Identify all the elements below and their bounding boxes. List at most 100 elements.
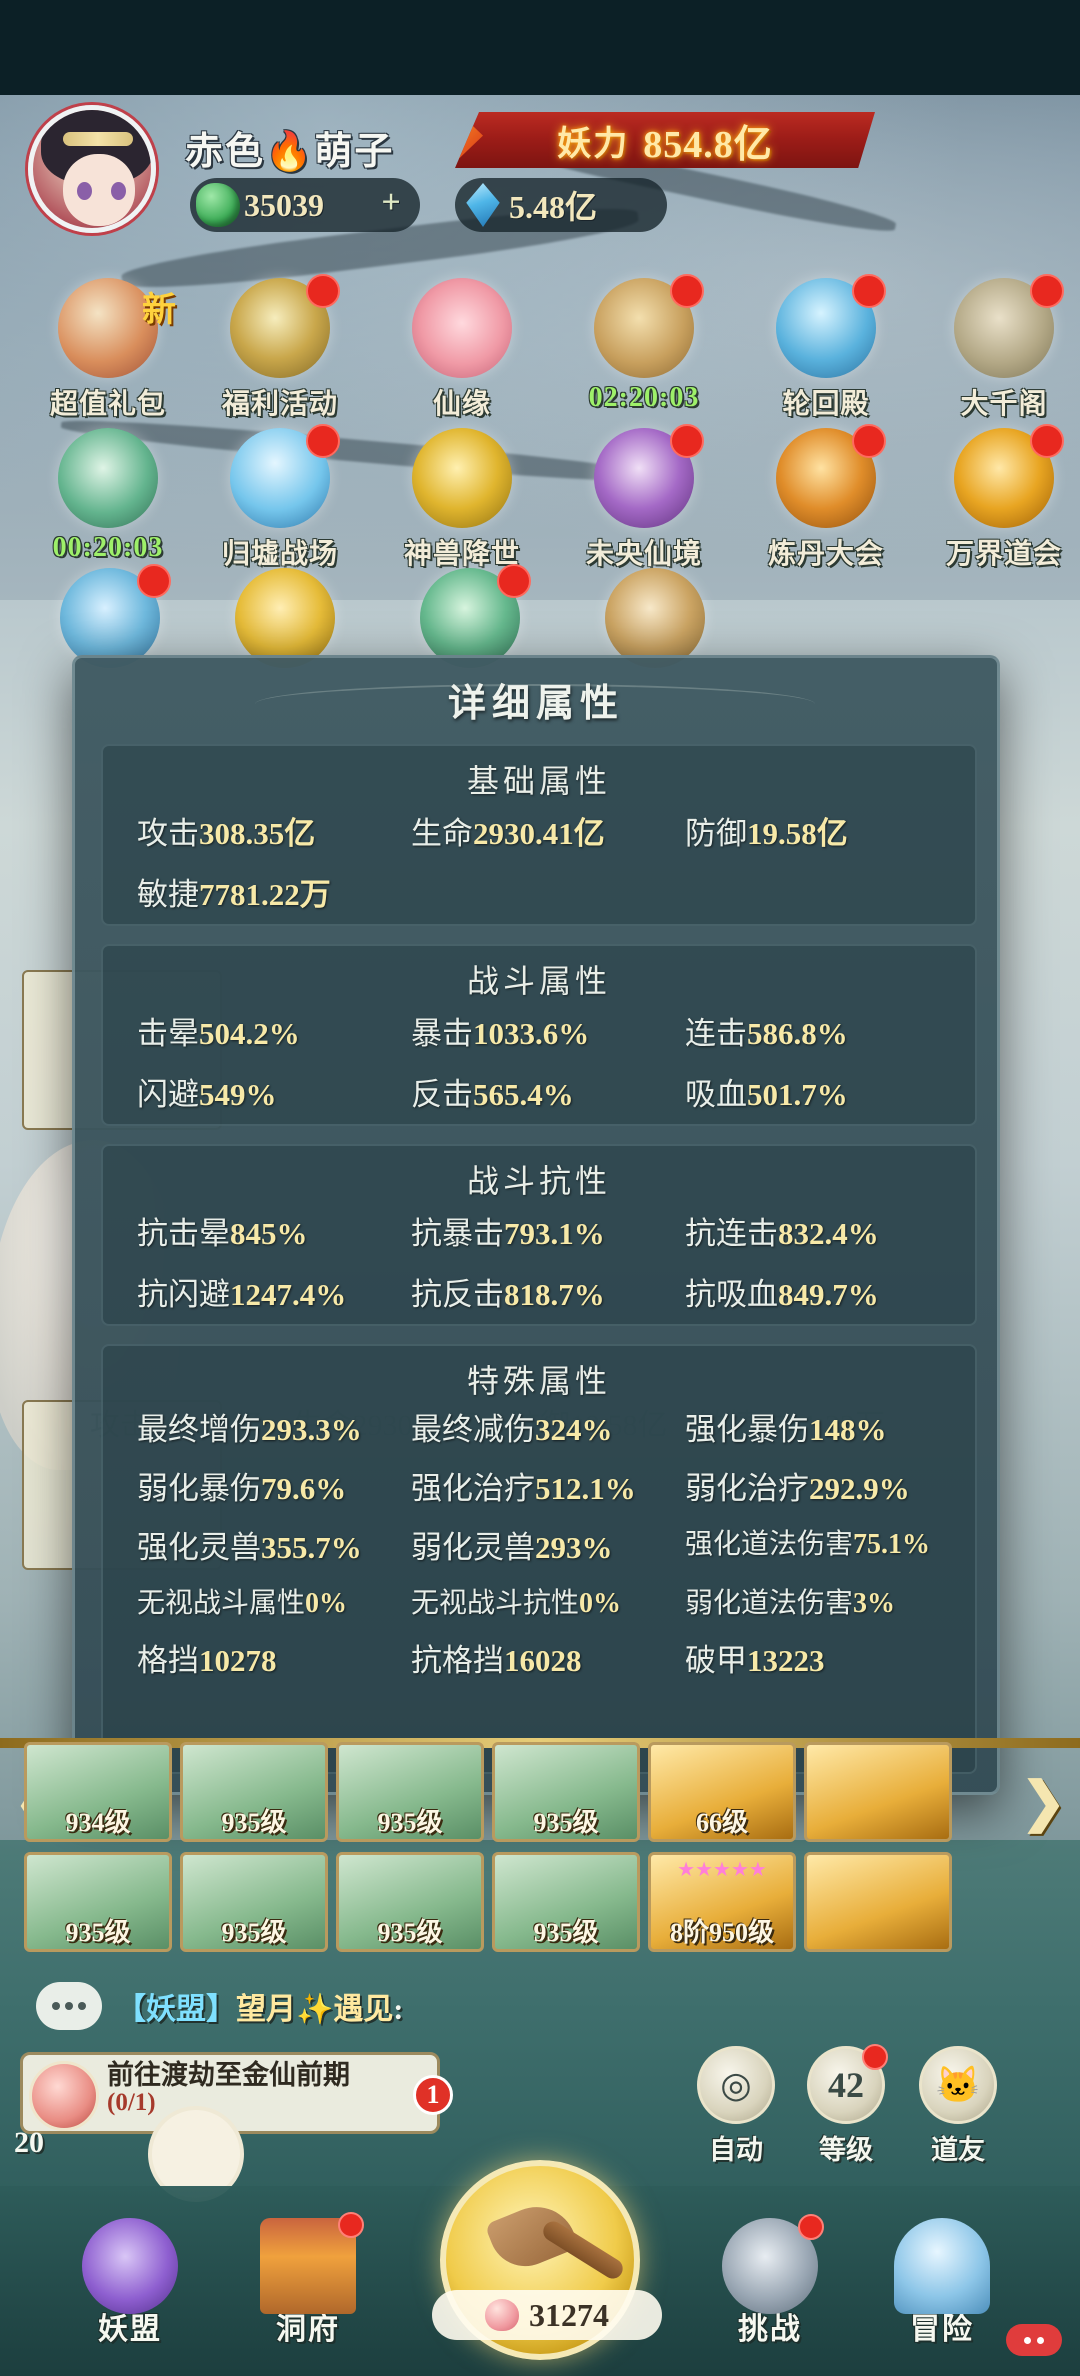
dialog-title: 详细属性 bbox=[447, 683, 624, 725]
yaomeng-icon bbox=[82, 2218, 178, 2314]
array-icon bbox=[58, 428, 158, 528]
detail-attributes-dialog: 详细属性 基础属性 攻击308.35亿 生命2930.41亿 防御19.58亿 … bbox=[72, 655, 1000, 1795]
gear-slot[interactable]: 66级 bbox=[648, 1742, 796, 1842]
section-basic-attributes: 基础属性 攻击308.35亿 生命2930.41亿 防御19.58亿 敏捷778… bbox=[101, 744, 977, 926]
menu-item-beast[interactable]: 神兽降世 bbox=[386, 428, 538, 578]
currency-jade[interactable]: 35039 + bbox=[190, 178, 420, 232]
gear-level: 934级 bbox=[65, 1808, 131, 1837]
gear-slot[interactable]: 935级 bbox=[492, 1742, 640, 1842]
peach-icon bbox=[485, 2299, 519, 2331]
currency-gem[interactable]: 5.48亿 bbox=[455, 178, 667, 232]
peach-currency[interactable]: 31274 bbox=[432, 2290, 662, 2340]
stat-grid: 最终增伤293.3% 最终减伤324% 强化暴伤148% 弱化暴伤79.6% 强… bbox=[137, 1404, 955, 1680]
more-options-button[interactable] bbox=[1006, 2324, 1062, 2356]
menu-item-extra-4[interactable] bbox=[577, 568, 732, 718]
stat-item: 生命2930.41亿 bbox=[411, 816, 605, 851]
stat-item: 抗暴击793.1% bbox=[411, 1216, 605, 1251]
stat-item: 最终减伤324% bbox=[411, 1412, 613, 1447]
menu-item-timer-a[interactable]: 02:20:03 bbox=[568, 274, 720, 428]
stat-item: 破甲13223 bbox=[685, 1643, 825, 1678]
avatar-eye bbox=[111, 182, 126, 200]
stat-item: 抗连击832.4% bbox=[685, 1216, 879, 1251]
stat-item: 吸血501.7% bbox=[685, 1077, 848, 1112]
menu-timer-label: 02:20:03 bbox=[588, 382, 700, 413]
stat-grid: 抗击晕845% 抗暴击793.1% 抗连击832.4% 抗闪避1247.4% 抗… bbox=[137, 1208, 955, 1314]
level-value: 42 bbox=[828, 2065, 864, 2105]
title-decoration bbox=[255, 684, 815, 724]
menu-item-pavilion[interactable]: 大千阁 bbox=[928, 274, 1080, 428]
menu-item-alchemy[interactable]: 炼丹大会 bbox=[750, 424, 902, 578]
level-button[interactable]: 42 等级 bbox=[800, 2044, 892, 2167]
chat-bar[interactable]: 【妖盟】望月✨遇见: bbox=[36, 1978, 816, 2034]
menu-timer-label: 00:20:03 bbox=[52, 532, 164, 563]
menu-item-reincarnation[interactable]: 轮回殿 bbox=[750, 274, 902, 428]
menu-item-extra-2[interactable] bbox=[207, 568, 362, 718]
maoxian-icon bbox=[894, 2218, 990, 2314]
nav-tiaozhan[interactable]: 挑战 bbox=[690, 2214, 850, 2348]
stat-item: 强化灵兽355.7% bbox=[137, 1530, 362, 1565]
power-label: 妖力 bbox=[557, 125, 630, 163]
nav-maoxian[interactable]: 冒险 bbox=[862, 2218, 1022, 2348]
menu-item-gift-pack[interactable]: 新 超值礼包 bbox=[32, 278, 184, 428]
chat-message: 【妖盟】望月✨遇见: bbox=[116, 1984, 403, 2028]
nav-dongfu[interactable]: 洞府 bbox=[228, 2212, 388, 2348]
stat-item: 强化暴伤148% bbox=[685, 1412, 887, 1447]
stat-item: 防御19.58亿 bbox=[685, 816, 848, 851]
gear-slot[interactable]: ★★★★★ 8阶950级 bbox=[648, 1852, 796, 1952]
menu-item-extra-3[interactable] bbox=[392, 564, 547, 718]
gift-pack-icon bbox=[58, 278, 158, 378]
menu-item-weiyang[interactable]: 未央仙境 bbox=[568, 424, 720, 578]
chat-bubble-icon[interactable] bbox=[36, 1982, 102, 2030]
add-jade-button[interactable]: + bbox=[381, 184, 401, 221]
menu-item-welfare[interactable]: 福利活动 bbox=[204, 274, 356, 428]
gear-level: 8阶950级 bbox=[669, 1918, 774, 1947]
stat-item: 格挡10278 bbox=[137, 1643, 277, 1678]
quest-progress: (0/1) bbox=[107, 2089, 156, 2117]
nav-yaomeng[interactable]: 妖盟 bbox=[50, 2218, 210, 2348]
menu-item-fate[interactable]: 仙缘 bbox=[386, 278, 538, 428]
gear-slot[interactable]: 935级 bbox=[336, 1852, 484, 1952]
gear-row-1: 934级 935级 935级 935级 66级 bbox=[0, 1742, 1080, 1842]
stat-item: 无视战斗属性0% bbox=[137, 1588, 348, 1619]
stat-item: 闪避549% bbox=[137, 1077, 277, 1112]
auto-button[interactable]: ◎ 自动 bbox=[690, 2046, 782, 2167]
notification-dot bbox=[798, 2214, 824, 2240]
notification-dot bbox=[852, 274, 886, 308]
gear-slot[interactable]: 935级 bbox=[336, 1742, 484, 1842]
gear-level: 935级 bbox=[221, 1808, 287, 1837]
avatar[interactable] bbox=[28, 105, 156, 233]
stat-item: 击晕504.2% bbox=[137, 1016, 300, 1051]
notification-dot bbox=[1030, 424, 1064, 458]
menu-item-timer-b[interactable]: 00:20:03 bbox=[32, 428, 184, 578]
talisman-icon bbox=[604, 568, 705, 668]
gear-slot[interactable] bbox=[804, 1742, 952, 1842]
friend-button[interactable]: 🐱 道友 bbox=[912, 2046, 1004, 2167]
notification-dot bbox=[862, 2044, 888, 2070]
menu-item-extra-1[interactable] bbox=[32, 564, 187, 718]
power-banner[interactable]: 妖力 854.8亿 bbox=[455, 112, 875, 168]
currency-gem-value: 5.48亿 bbox=[509, 189, 598, 225]
quest-title: 前往渡劫至金仙前期 bbox=[107, 2060, 350, 2090]
gear-slot[interactable]: 935级 bbox=[180, 1852, 328, 1952]
gem-icon bbox=[466, 183, 500, 227]
stat-item: 抗格挡16028 bbox=[411, 1643, 582, 1678]
gear-slot[interactable]: 935级 bbox=[492, 1852, 640, 1952]
gear-level: 66级 bbox=[695, 1808, 748, 1837]
player-name: 赤色🔥萌子 bbox=[185, 131, 395, 173]
gear-level: 935级 bbox=[65, 1918, 131, 1947]
gear-slot[interactable]: 934级 bbox=[24, 1742, 172, 1842]
menu-item-ruins-battle[interactable]: 归墟战场 bbox=[204, 424, 356, 578]
notification-dot bbox=[1030, 274, 1064, 308]
gear-slot[interactable] bbox=[804, 1852, 952, 1952]
menu-label: 炼丹大会 bbox=[767, 539, 884, 570]
menu-item-daoist-assembly[interactable]: 万界道会 bbox=[928, 424, 1080, 578]
menu-label: 万界道会 bbox=[945, 539, 1062, 570]
next-page-arrow[interactable]: ❯ bbox=[1020, 1772, 1066, 1832]
menu-label: 轮回殿 bbox=[782, 389, 870, 420]
menu-label: 超值礼包 bbox=[49, 389, 166, 420]
menu-label: 福利活动 bbox=[221, 389, 338, 420]
gear-slot[interactable]: 935级 bbox=[180, 1742, 328, 1842]
section-title: 战斗属性 bbox=[466, 963, 611, 999]
gear-slot[interactable]: 935级 bbox=[24, 1852, 172, 1952]
